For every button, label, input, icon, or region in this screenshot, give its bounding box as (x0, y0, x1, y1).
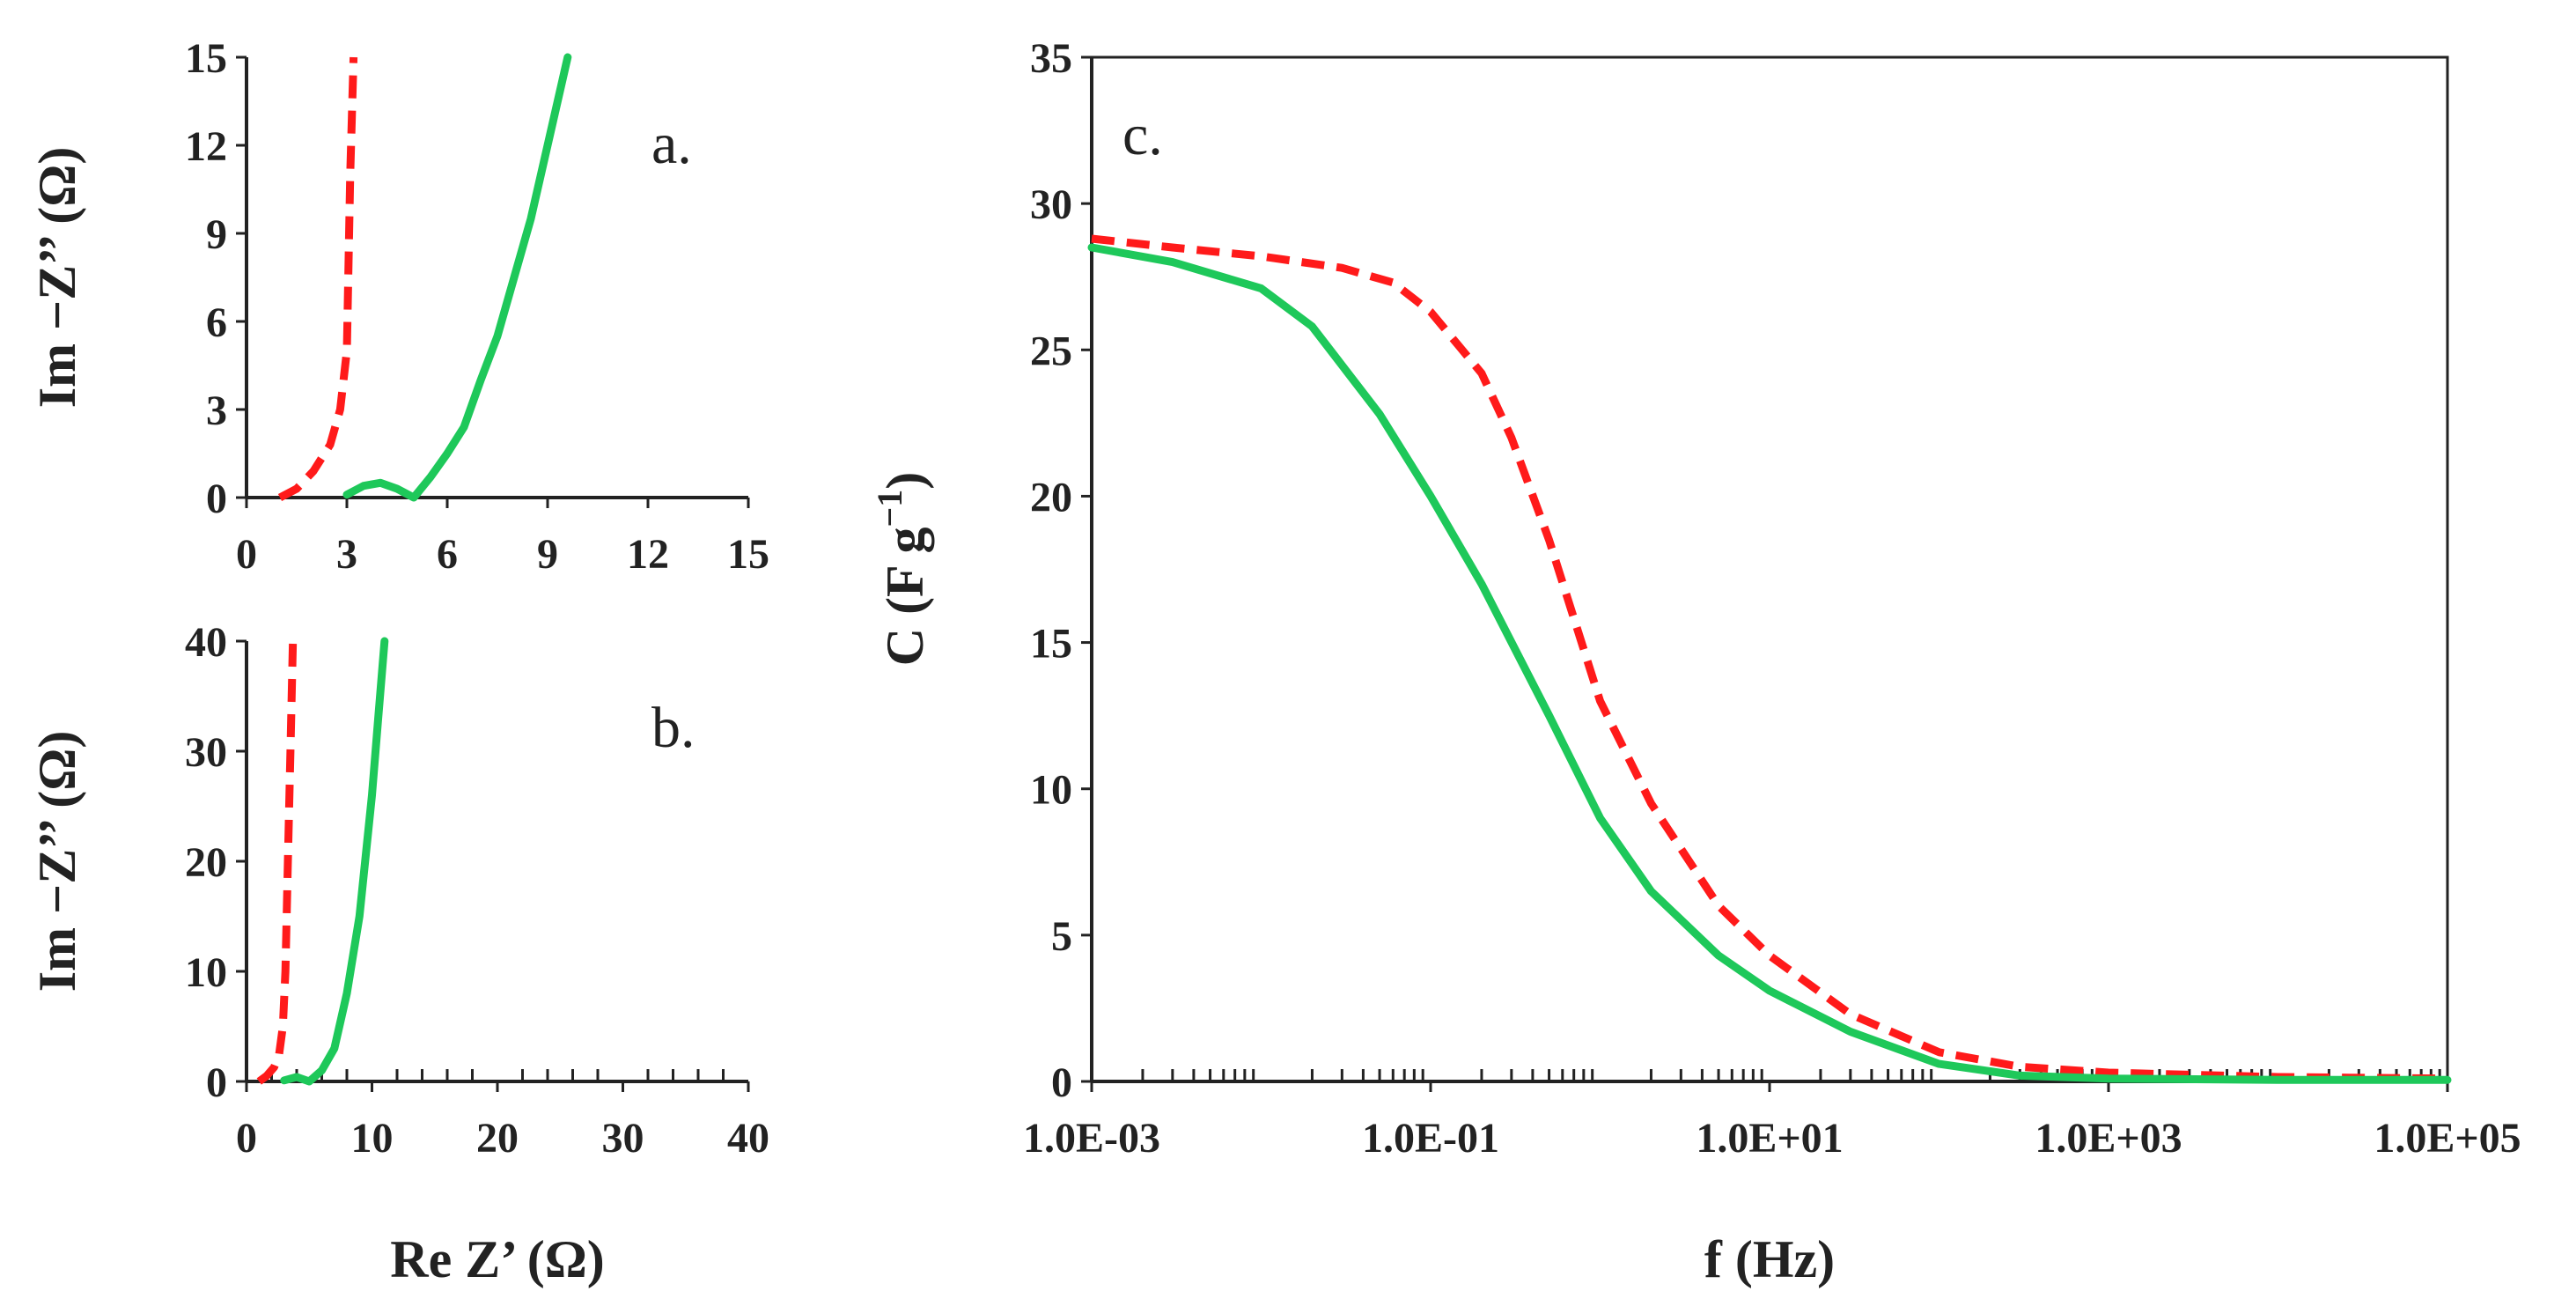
x-tick-label: 0 (236, 1115, 257, 1162)
series-line-green-solid (280, 637, 389, 1086)
y-tick-label: 20 (185, 839, 227, 886)
y-axis-label-close: ) (876, 472, 934, 490)
panel-label: c. (1122, 103, 1163, 167)
chart-panel-c: 0 5 10 15 20 25 30 35 1.0E-03 1.0E-01 1.0E+01 1.0E+… (870, 35, 2521, 1288)
y-tick-label: 40 (185, 619, 227, 666)
series-line-green-solid (342, 53, 572, 502)
y-tick-label: 6 (206, 299, 227, 346)
series-line-red-dashed (1091, 234, 2448, 1083)
chart-panel-b: 0 10 20 30 40 0 10 20 30 40 b. Im −Z’’ (Ω) Re Z’ (Ω) (28, 619, 769, 1288)
panel-label: b. (651, 696, 696, 760)
series-line-green-solid (1087, 243, 2452, 1084)
panel-label: a. (651, 112, 692, 176)
x-tick-label: 40 (727, 1115, 769, 1162)
x-tick-label: 30 (602, 1115, 644, 1162)
y-tick-label: 20 (1030, 474, 1072, 520)
y-axis-label-superscript: −1 (870, 490, 909, 528)
y-tick-label: 12 (185, 123, 227, 170)
y-tick-label: 0 (206, 1059, 227, 1106)
y-tick-label: 15 (1030, 621, 1072, 668)
y-tick-label: 30 (185, 729, 227, 776)
y-axis-label: C (F g−1) (870, 472, 934, 667)
x-axis-label: Re Z’ (Ω) (390, 1230, 605, 1288)
series-line-red-dashed (256, 640, 298, 1085)
y-axis-label: Im −Z’’ (Ω) (28, 731, 86, 992)
x-tick-label: 1.0E-03 (1023, 1115, 1160, 1162)
y-axis-label-text: C (F g (876, 528, 934, 667)
x-tick-label: 3 (336, 531, 357, 578)
x-tick-label: 15 (727, 531, 769, 578)
x-tick-label: 1.0E+05 (2374, 1115, 2521, 1162)
y-tick-label: 15 (185, 35, 227, 82)
y-tick-label: 3 (206, 387, 227, 434)
x-tick-label: 1.0E+03 (2035, 1115, 2182, 1162)
x-tick-label: 0 (236, 531, 257, 578)
x-tick-label: 6 (437, 531, 458, 578)
x-tick-label: 1.0E+01 (1696, 1115, 1843, 1162)
y-tick-label: 30 (1030, 181, 1072, 228)
x-tick-label: 10 (351, 1115, 394, 1162)
x-tick-label: 20 (476, 1115, 519, 1162)
chart-panel-a: 0 3 6 9 12 15 0 3 6 9 12 15 a. Im −Z’’ (Ω) (28, 35, 769, 578)
y-tick-label: 9 (206, 211, 227, 258)
x-tick-label: 12 (627, 531, 669, 578)
y-tick-label: 10 (1030, 767, 1072, 814)
x-tick-label: 9 (537, 531, 558, 578)
y-tick-label: 25 (1030, 328, 1072, 374)
y-tick-label: 0 (1051, 1059, 1072, 1106)
y-axis-label-text: Im −Z’’ (Ω) (28, 731, 86, 992)
y-tick-label: 35 (1030, 35, 1072, 82)
x-tick-label: 1.0E-01 (1362, 1115, 1499, 1162)
y-axis-label-text: Im −Z’’ (Ω) (28, 147, 86, 409)
y-tick-label: 10 (185, 949, 227, 996)
y-axis-label: Im −Z’’ (Ω) (28, 147, 86, 409)
x-axis-label: f (Hz) (1704, 1230, 1835, 1288)
y-tick-label: 0 (206, 476, 227, 522)
y-tick-label: 5 (1051, 913, 1072, 960)
